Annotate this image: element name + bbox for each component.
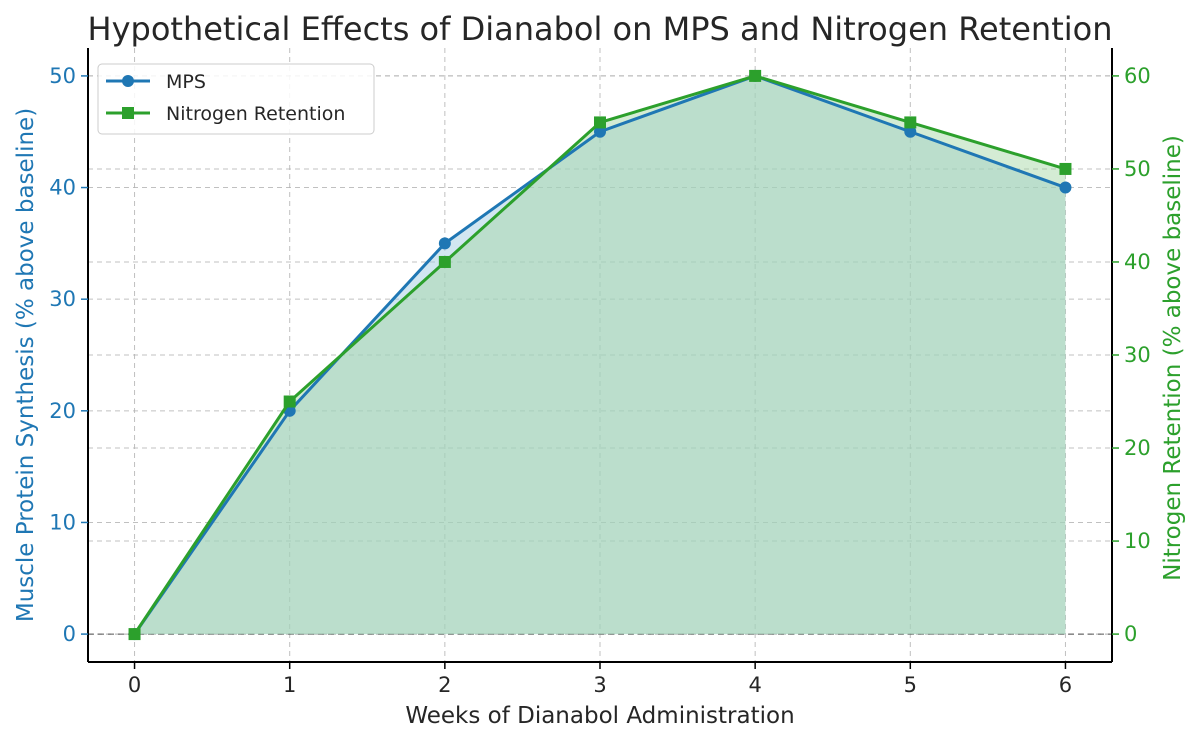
legend: MPS Nitrogen Retention <box>97 63 375 135</box>
area-fills <box>134 75 1066 635</box>
x-axis-label: Weeks of Dianabol Administration <box>405 703 794 729</box>
y-right-tick-label: 10 <box>1124 529 1151 553</box>
mps-point <box>904 125 917 138</box>
nitrogen-point <box>594 116 606 129</box>
y-left-tick-label: 40 <box>49 176 76 200</box>
legend-mps-label: MPS <box>166 71 206 93</box>
x-tick-label: 5 <box>904 673 917 697</box>
y-axis-label-left: Muscle Protein Synthesis (% above baseli… <box>13 108 39 622</box>
nitrogen-point <box>1059 162 1072 175</box>
legend-mps-marker <box>122 75 134 87</box>
series-lines <box>128 69 1072 641</box>
area-fill-mps <box>134 75 1066 635</box>
x-tick-label: 0 <box>128 673 141 697</box>
nitrogen-point <box>128 628 141 641</box>
x-tick-label: 3 <box>593 673 606 697</box>
chart-title: Hypothetical Effects of Dianabol on MPS … <box>88 10 1113 48</box>
x-tick-label: 2 <box>438 673 451 697</box>
mps-point <box>438 237 451 250</box>
y-left-tick-label: 0 <box>63 622 76 646</box>
y-left-tick-label: 50 <box>49 64 76 88</box>
area-fill-nitrogen <box>134 75 1066 635</box>
y-axis-label-right: Nitrogen Retention (% above baseline) <box>1160 135 1186 581</box>
mps-point <box>594 125 606 138</box>
y-left-tick-label: 10 <box>49 510 76 534</box>
mps-point <box>1059 181 1072 194</box>
y-left-tick-label: 30 <box>49 287 76 311</box>
legend-nr-label: Nitrogen Retention <box>166 103 345 125</box>
x-tick-label: 4 <box>748 673 761 697</box>
y-right-tick-label: 50 <box>1124 157 1151 181</box>
legend-box <box>97 63 375 135</box>
y-right-tick-label: 20 <box>1124 436 1151 460</box>
nitrogen-point <box>283 395 296 408</box>
y-right-tick-label: 0 <box>1124 622 1137 646</box>
nitrogen-point <box>438 255 451 268</box>
x-tick-label: 1 <box>283 673 296 697</box>
nitrogen-point <box>904 116 917 129</box>
legend-nr-marker <box>122 107 134 119</box>
nitrogen-point <box>749 69 762 82</box>
y-right-tick-label: 40 <box>1124 250 1151 274</box>
y-left-tick-label: 20 <box>49 399 76 423</box>
y-right-tick-label: 60 <box>1124 64 1151 88</box>
x-tick-label: 6 <box>1059 673 1072 697</box>
y-right-tick-label: 30 <box>1124 343 1151 367</box>
